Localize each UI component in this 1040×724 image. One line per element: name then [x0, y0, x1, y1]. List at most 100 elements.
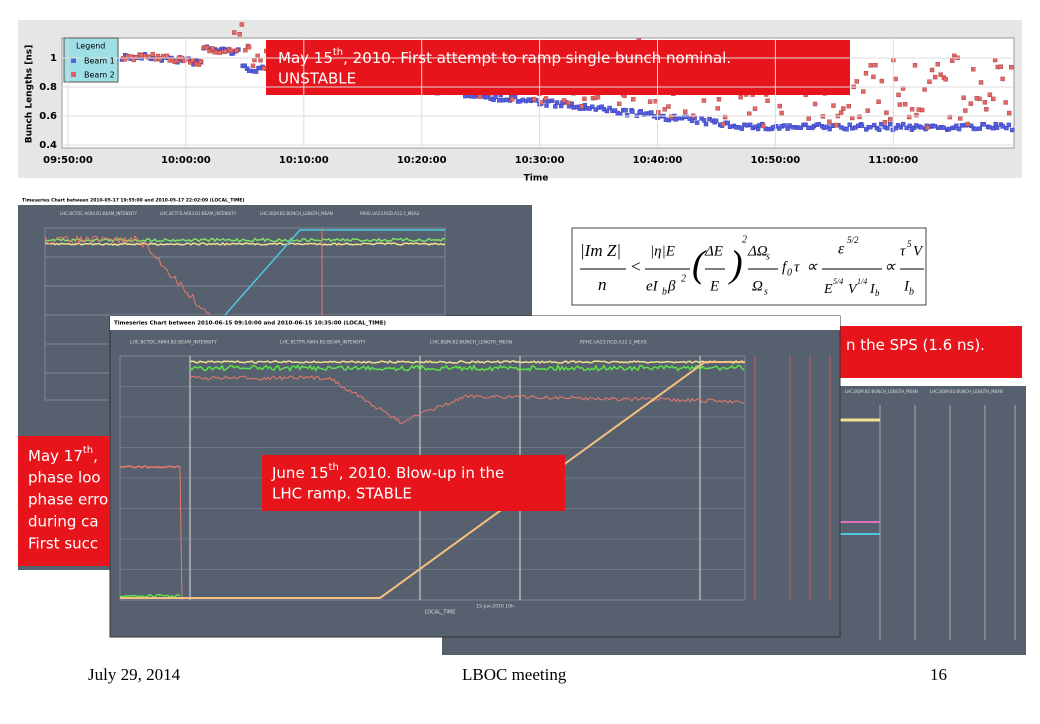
- formula-part: ): [728, 244, 743, 286]
- scatter-point: [198, 59, 203, 64]
- scatter-point: [868, 125, 873, 130]
- scatter-point: [909, 107, 915, 112]
- scatter-point: [950, 58, 955, 63]
- scatter-point: [777, 103, 782, 109]
- callout: [266, 40, 850, 95]
- legend-entry: RPHE.UA23.RGD.A12.1_MEAS: [580, 340, 647, 346]
- scatter-point: [184, 57, 190, 62]
- scatter-point: [938, 72, 943, 77]
- scatter-point: [683, 109, 688, 114]
- scatter-point: [776, 126, 782, 131]
- trace: [189, 375, 745, 424]
- y-tick-label: 0.8: [39, 82, 57, 93]
- scatter-point: [887, 122, 893, 127]
- scatter-point: [246, 68, 252, 74]
- scatter-point: [217, 50, 222, 55]
- callout-line: during ca: [28, 513, 99, 531]
- formula-part: E: [709, 278, 719, 294]
- scatter-point: [977, 126, 982, 131]
- scatter-point: [253, 69, 259, 74]
- scatter-point: [978, 80, 984, 85]
- legend-entry: LHC.BQM.B1:BUNCH_LENGTH_MEAN: [845, 389, 918, 394]
- scatter-point: [571, 105, 576, 110]
- formula-part: n: [598, 275, 607, 294]
- scatter-point: [977, 96, 982, 102]
- x-tick-label: 10:30:00: [515, 155, 565, 166]
- callout-text: June 15: [271, 464, 329, 482]
- scatter-point: [174, 58, 179, 64]
- scatter-point: [747, 122, 753, 127]
- scatter-point: [234, 48, 239, 53]
- callout-text: , 2010. First attempt to ramp single bun…: [343, 49, 731, 67]
- scatter-point: [897, 102, 903, 107]
- scatter-point: [554, 100, 560, 105]
- legend-entry: LHC.BQM.B2:BUNCH_LENGTH_MEAN: [930, 389, 1003, 394]
- scatter-point: [662, 107, 667, 112]
- callout-text: th: [83, 445, 93, 456]
- scatter-point: [994, 125, 1000, 130]
- scatter-point: [531, 96, 537, 102]
- scatter-point: [812, 101, 818, 107]
- scatter-point: [932, 74, 938, 80]
- scatter-point: [803, 122, 808, 127]
- scatter-point: [1006, 122, 1012, 128]
- scatter-point: [579, 104, 584, 109]
- scatter-point: [946, 126, 952, 132]
- scatter-point: [713, 118, 719, 124]
- formula-part: β: [667, 278, 676, 294]
- scatter-point: [987, 92, 993, 97]
- scatter-point: [847, 122, 852, 127]
- scatter-point: [647, 99, 653, 104]
- scatter-point: [871, 74, 876, 80]
- scatter-point: [929, 67, 935, 73]
- scatter-point: [689, 118, 695, 124]
- scatter-point: [722, 114, 728, 120]
- scatter-point: [549, 98, 555, 104]
- formula-part: 0: [787, 267, 792, 278]
- legend-entry: LHC.BCTFR.A6R4.B2:BEAM_INTENSITY: [280, 340, 366, 346]
- scatter-point: [669, 114, 674, 119]
- trace: [189, 363, 745, 373]
- scatter-point: [935, 62, 940, 67]
- trace: [189, 360, 745, 364]
- scatter-point: [896, 92, 901, 98]
- screenshot-title: Timeseries Chart between 2010-06-15 09:1…: [114, 321, 387, 327]
- x-axis-label: LOCAL_TIME: [425, 610, 456, 616]
- scatter-point: [715, 106, 720, 111]
- scatter-point: [129, 54, 134, 59]
- scatter-point: [204, 45, 210, 51]
- scatter-point: [239, 22, 245, 27]
- scatter-point: [882, 120, 888, 125]
- scatter-point: [125, 53, 130, 59]
- formula-part: I: [903, 278, 910, 294]
- scatter-point: [925, 125, 930, 130]
- scatter-point: [782, 123, 787, 128]
- scatter-point: [595, 94, 601, 100]
- scatter-point: [618, 111, 623, 117]
- scatter-point: [902, 102, 908, 107]
- scatter-point: [544, 103, 549, 108]
- formula-part: 2: [742, 234, 747, 245]
- callout-text: th: [333, 47, 343, 58]
- callout-line: May 15th, 2010. First attempt to ramp si…: [278, 47, 731, 67]
- callout-text: th: [329, 462, 339, 473]
- formula-part: |Im Z|: [580, 241, 621, 260]
- scatter-point: [612, 108, 618, 113]
- scatter-point: [232, 30, 237, 35]
- scatter-point: [510, 96, 515, 102]
- legend-swatch: [71, 58, 76, 63]
- scatter-point: [252, 57, 257, 63]
- x-tick-label: 10:10:00: [279, 155, 329, 166]
- scatter-point: [922, 87, 927, 92]
- scatter-point: [956, 126, 962, 132]
- x-tick-label: 10:00:00: [161, 155, 211, 166]
- y-tick-label: 0.6: [39, 111, 57, 122]
- callout: [262, 455, 565, 511]
- scatter-point: [973, 126, 978, 132]
- callout-line: May 17th,: [28, 445, 98, 465]
- scatter-point: [914, 112, 919, 118]
- formula-part: s: [764, 286, 768, 297]
- scatter-point: [701, 98, 707, 103]
- legend-item: Beam 2: [84, 71, 115, 80]
- formula-part: (: [692, 244, 707, 286]
